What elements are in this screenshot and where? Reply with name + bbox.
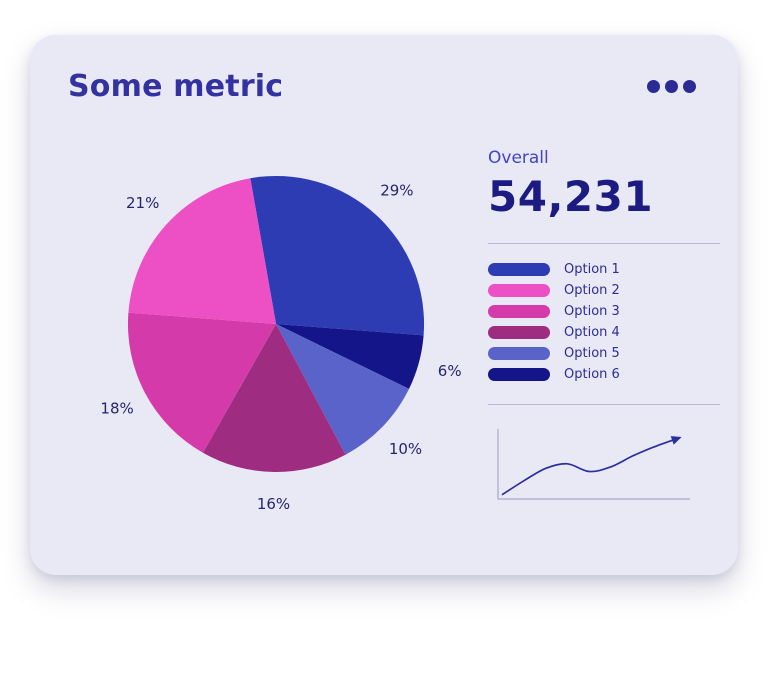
card-header: Some metric — [68, 69, 700, 104]
card-body: 29% 6% 10% 16% 18% 21% Overall 54,231 Option … — [68, 108, 720, 536]
pie-chart-svg: 29% 6% 10% 16% 18% 21% — [100, 175, 462, 513]
trend-sparkline — [488, 423, 720, 515]
pie-percent-label: 16% — [257, 495, 290, 513]
menu-dot — [665, 80, 678, 93]
legend-label: Option 6 — [564, 367, 620, 382]
legend-label: Option 1 — [564, 262, 620, 277]
legend-label: Option 4 — [564, 325, 620, 340]
legend-label: Option 2 — [564, 283, 620, 298]
pie-slice-option-1 — [250, 175, 425, 336]
legend-swatch — [488, 347, 550, 360]
legend-item: Option 6 — [488, 367, 720, 382]
legend-swatch — [488, 326, 550, 339]
pie-slice-option-6 — [276, 324, 424, 389]
menu-dot — [683, 80, 696, 93]
pie-percent-label: 10% — [389, 440, 422, 458]
divider — [488, 243, 720, 244]
menu-dot — [647, 80, 660, 93]
pie-percent-label: 21% — [126, 194, 159, 212]
legend-item: Option 4 — [488, 325, 720, 340]
pie-slice-option-3 — [127, 312, 276, 453]
pie-slice-option-4 — [202, 324, 346, 473]
overall-value: 54,231 — [488, 172, 654, 221]
trend-sparkline-svg — [497, 429, 690, 500]
page-title: Some metric — [68, 69, 284, 104]
sparkline-axes — [497, 429, 690, 500]
legend-item: Option 1 — [488, 262, 720, 277]
pie-slice-option-2 — [128, 178, 276, 324]
metric-card: Some metric 29% 6% 10% 16% 18% 21% Overall 54… — [30, 35, 738, 575]
legend-label: Option 5 — [564, 346, 620, 361]
legend-swatch — [488, 284, 550, 297]
pie-percent-label: 18% — [100, 400, 133, 418]
pie-slice-option-5 — [276, 324, 409, 455]
legend-swatch — [488, 368, 550, 381]
legend-swatch — [488, 263, 550, 276]
legend-item: Option 3 — [488, 304, 720, 319]
legend: Option 1 Option 2 Option 3 Option 4 Option 5… — [488, 262, 720, 382]
overall-label: Overall — [488, 148, 549, 168]
divider — [488, 404, 720, 405]
legend-label: Option 3 — [564, 304, 620, 319]
pie-percent-label: 29% — [380, 182, 413, 200]
legend-swatch — [488, 305, 550, 318]
pie-percent-label: 6% — [438, 362, 462, 380]
legend-item: Option 2 — [488, 283, 720, 298]
sparkline-arrow-icon — [670, 436, 682, 445]
pie-chart: 29% 6% 10% 16% 18% 21% — [68, 108, 488, 536]
sparkline-path — [501, 438, 677, 496]
legend-item: Option 5 — [488, 346, 720, 361]
menu-ellipsis-icon[interactable] — [643, 76, 700, 97]
